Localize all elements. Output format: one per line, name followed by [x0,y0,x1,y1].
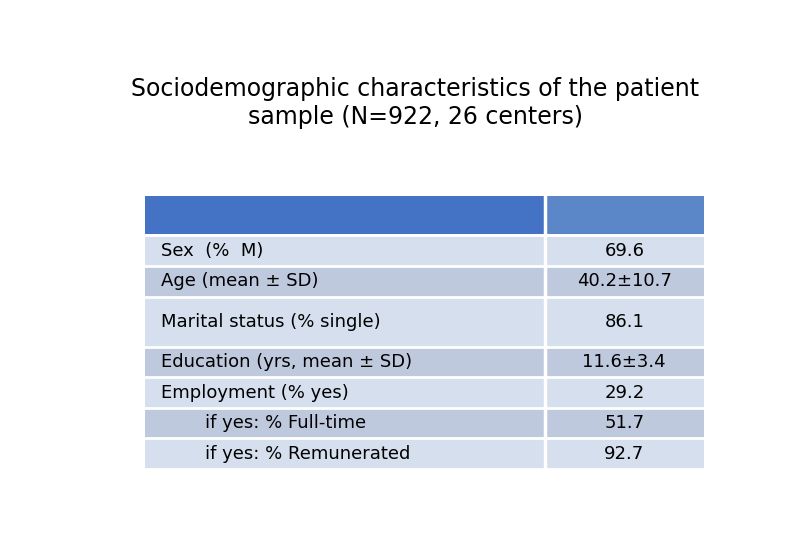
Text: Age (mean ± SD): Age (mean ± SD) [161,272,318,290]
Text: 51.7: 51.7 [604,414,644,432]
Text: 86.1: 86.1 [604,313,644,330]
Bar [544,296,704,347]
Text: Marital status (% single): Marital status (% single) [161,313,381,330]
Text: Education (yrs, mean ± SD): Education (yrs, mean ± SD) [161,353,412,371]
Bar [544,408,704,438]
Bar [145,347,544,377]
Text: if yes: % Remunerated: if yes: % Remunerated [205,445,410,463]
Bar [145,377,544,408]
Text: 69.6: 69.6 [604,242,644,260]
Text: Sex  (%  M): Sex (% M) [161,242,263,260]
Bar [544,235,704,266]
Bar [145,235,544,266]
Bar [544,347,704,377]
Bar [145,196,544,235]
Bar [145,266,544,296]
Bar [145,438,544,469]
Text: 40.2±10.7: 40.2±10.7 [577,272,671,290]
Text: 92.7: 92.7 [604,445,645,463]
Text: Sociodemographic characteristics of the patient
sample (N=922, 26 centers): Sociodemographic characteristics of the … [131,77,699,129]
Bar [544,196,704,235]
Text: Employment (% yes): Employment (% yes) [161,383,348,402]
Bar [544,377,704,408]
Bar [145,408,544,438]
Bar [544,266,704,296]
Bar [544,438,704,469]
Bar [145,296,544,347]
Text: if yes: % Full-time: if yes: % Full-time [205,414,366,432]
Text: 29.2: 29.2 [604,383,645,402]
Text: 11.6±3.4: 11.6±3.4 [582,353,666,371]
